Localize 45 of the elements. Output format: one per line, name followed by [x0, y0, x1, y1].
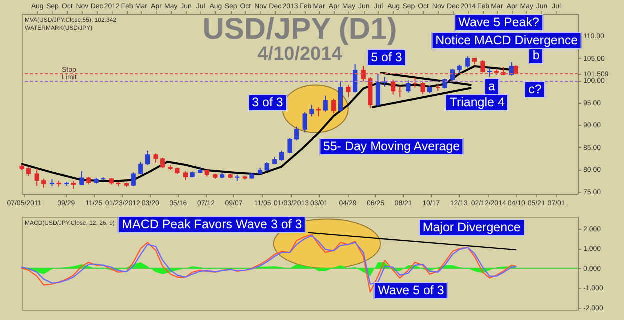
candlestick	[353, 64, 358, 94]
candlestick	[406, 80, 411, 94]
candlestick	[145, 150, 150, 166]
candlestick	[466, 56, 470, 68]
chart-title: USD/JPY (D1)	[202, 13, 398, 46]
candlestick	[316, 106, 322, 118]
annotation: MACD Peak Favors Wave 3 of 3	[118, 216, 306, 234]
annotation: b	[528, 48, 544, 65]
candlestick	[279, 150, 284, 162]
candlestick	[509, 62, 514, 76]
candlestick	[391, 79, 396, 96]
candlestick	[310, 104, 314, 118]
candlestick	[382, 76, 388, 88]
annotation: c?	[524, 81, 546, 98]
annotation: Triangle 4	[446, 94, 509, 112]
annotation: Notice MACD Divergence	[432, 32, 582, 50]
annotation: Wave 5 of 3	[374, 282, 448, 300]
candlestick	[160, 158, 166, 169]
candlestick	[346, 84, 351, 98]
candlestick	[361, 66, 366, 82]
candlestick	[138, 162, 144, 175]
candlestick	[420, 82, 426, 95]
annotation: 55- Day Moving Average	[319, 138, 464, 156]
line-series	[21, 235, 517, 285]
candlestick	[154, 153, 158, 164]
line-series	[21, 234, 517, 293]
candlestick	[26, 166, 32, 177]
candlestick	[376, 74, 381, 107]
candlestick	[294, 126, 300, 142]
candlestick	[323, 95, 328, 112]
candlestick	[302, 112, 308, 134]
candlestick	[131, 172, 136, 187]
candlestick	[332, 98, 336, 114]
annotation: a	[484, 78, 500, 96]
candlestick	[442, 78, 448, 90]
annotation: 3 of 3	[248, 94, 288, 112]
annotation: 5 of 3	[367, 50, 406, 67]
candlestick	[338, 80, 343, 112]
annotation: Major Divergence	[418, 219, 525, 236]
candlestick	[480, 60, 486, 74]
annotation: Wave 5 Peak?	[454, 14, 544, 32]
candlestick	[288, 138, 292, 154]
text: 4/10/2014	[258, 44, 342, 65]
candlestick	[34, 168, 40, 186]
candlestick	[80, 170, 84, 186]
